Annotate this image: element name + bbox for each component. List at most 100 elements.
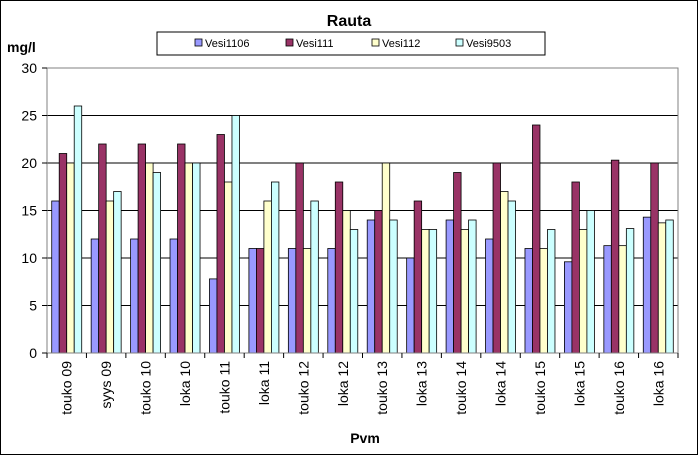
bar-vesi9503 bbox=[310, 200, 319, 354]
legend-swatch bbox=[455, 38, 464, 47]
bar-vesi9503 bbox=[73, 105, 83, 354]
y-tick-label: 20 bbox=[21, 155, 37, 171]
bar-vesi1106 bbox=[603, 245, 612, 354]
bar-vesi1106 bbox=[406, 257, 415, 354]
bar-vesi1106 bbox=[366, 219, 376, 354]
bar-vesi112 bbox=[500, 191, 509, 354]
chart-title: Rauta bbox=[327, 13, 372, 30]
legend-swatch bbox=[194, 38, 203, 47]
bar-vesi1106 bbox=[524, 248, 533, 354]
bar-vesi111 bbox=[295, 162, 304, 354]
x-tick-label: touko 12 bbox=[295, 361, 311, 415]
legend: Vesi1106 Vesi111 Vesi112 Vesi9503 bbox=[156, 31, 546, 56]
bar-vesi1106 bbox=[445, 219, 454, 354]
bar-vesi1106 bbox=[169, 238, 178, 354]
bar-vesi112 bbox=[657, 222, 667, 354]
x-tick-label: touko 11 bbox=[216, 361, 232, 414]
x-tick-label: loka 14 bbox=[493, 361, 509, 406]
x-tick-label: touko 14 bbox=[453, 361, 469, 415]
bar-vesi9503 bbox=[507, 200, 516, 354]
bar-vesi111 bbox=[413, 200, 423, 354]
x-tick-label: loka 11 bbox=[256, 361, 272, 405]
bar-vesi112 bbox=[618, 245, 627, 354]
y-tick-labels: 0 5 10 15 20 25 30 bbox=[21, 60, 37, 361]
y-tick-label: 30 bbox=[21, 60, 37, 76]
bar-vesi112 bbox=[145, 162, 154, 354]
bar-vesi9503 bbox=[428, 229, 438, 354]
bar-vesi111 bbox=[453, 172, 462, 354]
bar-vesi112 bbox=[224, 181, 233, 354]
bar-vesi112 bbox=[579, 229, 588, 354]
bar-vesi112 bbox=[460, 229, 469, 354]
legend-box bbox=[156, 31, 546, 56]
x-tick-label: touko 13 bbox=[374, 361, 390, 415]
y-tick-label: 0 bbox=[29, 345, 37, 361]
bar-vesi1106 bbox=[209, 278, 218, 354]
bar-vesi111 bbox=[650, 162, 659, 354]
bar-vesi111 bbox=[610, 159, 620, 354]
x-tick-label: touko 10 bbox=[138, 361, 154, 415]
bar-vesi9503 bbox=[547, 229, 556, 354]
bars bbox=[51, 105, 674, 354]
x-tick-label: touko 09 bbox=[59, 361, 75, 415]
bar-vesi111 bbox=[374, 210, 383, 354]
bar-vesi112 bbox=[263, 200, 272, 354]
bar-vesi111 bbox=[571, 181, 580, 354]
bar-vesi1106 bbox=[51, 200, 60, 354]
bar-vesi112 bbox=[184, 162, 193, 354]
bar-vesi9503 bbox=[192, 162, 201, 354]
bar-vesi112 bbox=[539, 248, 548, 354]
bar-vesi1106 bbox=[287, 248, 297, 354]
bar-vesi111 bbox=[216, 134, 225, 354]
bar-vesi112 bbox=[421, 229, 430, 354]
legend-label: Vesi112 bbox=[382, 38, 420, 50]
bar-vesi111 bbox=[58, 153, 68, 354]
bar-vesi9503 bbox=[468, 219, 477, 354]
x-tick-label: loka 13 bbox=[414, 361, 430, 406]
x-tick-labels: touko 09 syys 09 touko 10 loka 10 touko 11 lo… bbox=[59, 361, 667, 415]
bar-vesi9503 bbox=[152, 172, 161, 354]
bar-vesi9503 bbox=[271, 181, 280, 354]
bar-vesi111 bbox=[177, 143, 186, 354]
bar-vesi9503 bbox=[349, 229, 359, 354]
y-tick-label: 5 bbox=[29, 298, 37, 314]
bar-vesi1106 bbox=[248, 248, 257, 354]
bar-vesi1106 bbox=[130, 238, 139, 354]
x-axis-label: Pvm bbox=[350, 430, 380, 446]
y-tick-label: 15 bbox=[21, 203, 37, 219]
x-tick-label: loka 10 bbox=[177, 361, 193, 406]
x-tick-label: touko 16 bbox=[611, 361, 627, 415]
x-tick-label: loka 12 bbox=[335, 361, 351, 406]
bar-vesi112 bbox=[381, 162, 391, 354]
bar-vesi1106 bbox=[642, 216, 652, 354]
bar-vesi9503 bbox=[231, 115, 240, 354]
bar-vesi9503 bbox=[389, 219, 398, 354]
bar-vesi1106 bbox=[485, 238, 494, 354]
bar-vesi112 bbox=[342, 210, 351, 354]
bar-vesi9503 bbox=[625, 228, 635, 354]
bar-vesi9503 bbox=[665, 219, 674, 354]
bar-vesi1106 bbox=[327, 248, 336, 354]
bar-vesi1106 bbox=[90, 238, 100, 354]
legend-label: Vesi111 bbox=[296, 38, 334, 50]
bar-vesi111 bbox=[256, 248, 265, 354]
bar-vesi111 bbox=[98, 143, 107, 354]
bar-vesi9503 bbox=[586, 210, 595, 354]
legend-label: Vesi9503 bbox=[466, 38, 511, 50]
legend-label: Vesi1106 bbox=[205, 38, 249, 50]
bar-vesi9503 bbox=[113, 191, 122, 354]
legend-swatch bbox=[371, 38, 380, 47]
legend-swatch bbox=[285, 38, 294, 47]
x-tick-label: touko 15 bbox=[532, 361, 548, 415]
y-axis-label: mg/l bbox=[7, 39, 36, 55]
bar-vesi112 bbox=[66, 162, 75, 354]
x-tick-label: loka 16 bbox=[650, 361, 666, 406]
y-tick-label: 10 bbox=[21, 250, 37, 266]
x-tick-label: syys 09 bbox=[98, 361, 114, 409]
bar-vesi111 bbox=[532, 124, 541, 354]
x-tick-label: loka 15 bbox=[571, 361, 587, 406]
bar-vesi111 bbox=[334, 181, 344, 354]
bar-vesi1106 bbox=[564, 261, 573, 354]
axes bbox=[42, 67, 679, 358]
